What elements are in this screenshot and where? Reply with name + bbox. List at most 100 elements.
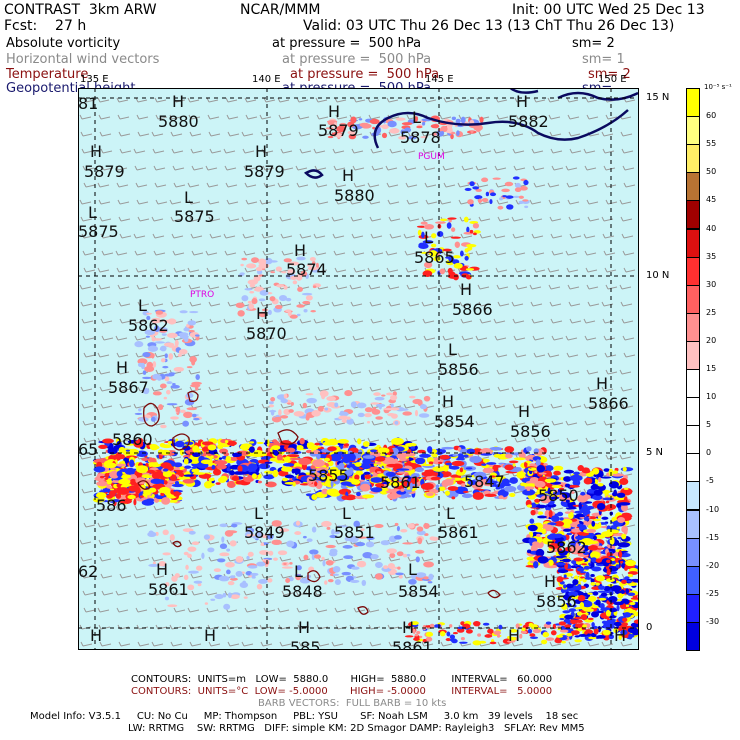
vorticity-cell — [310, 309, 316, 313]
vorticity-cell — [338, 415, 349, 420]
vorticity-cell — [595, 575, 606, 582]
wind-barb — [242, 403, 255, 409]
wind-barb — [406, 199, 419, 205]
vorticity-cell — [313, 554, 322, 559]
vorticity-cell — [193, 417, 200, 421]
vorticity-cell — [420, 251, 430, 254]
vorticity-cell — [582, 600, 593, 608]
vorticity-cell — [142, 370, 147, 375]
wind-barb — [475, 165, 488, 171]
vorticity-cell — [317, 470, 329, 474]
vorticity-cell — [462, 490, 469, 493]
wind-barb — [601, 641, 614, 647]
vorticity-cell — [512, 176, 520, 180]
vorticity-cell — [526, 488, 531, 491]
vorticity-cell — [442, 248, 452, 252]
vorticity-cell — [580, 538, 594, 546]
vorticity-cell — [187, 553, 192, 559]
vorticity-cell — [451, 638, 458, 644]
colorbar-segment — [686, 593, 700, 623]
vorticity-cell — [460, 116, 466, 124]
vorticity-cell — [428, 573, 434, 581]
vorticity-cell — [625, 559, 637, 567]
vorticity-cell — [133, 498, 137, 506]
vorticity-cell — [528, 468, 535, 471]
vorticity-cell — [332, 573, 340, 576]
wind-barb — [494, 250, 507, 256]
vorticity-cell — [509, 477, 519, 484]
vorticity-cell — [336, 451, 345, 456]
wind-barb — [512, 148, 525, 154]
wind-barb — [225, 182, 238, 188]
wind-barb — [208, 641, 221, 647]
wind-barb — [389, 318, 402, 324]
vorticity-cell — [119, 499, 132, 504]
vorticity-cell — [321, 488, 329, 495]
wind-barb — [583, 233, 596, 239]
wind-barb — [424, 352, 437, 358]
vorticity-cell — [116, 470, 123, 478]
wind-barb — [333, 505, 346, 511]
vorticity-cell — [252, 535, 260, 539]
wind-barb — [335, 114, 348, 120]
wind-barb — [188, 369, 201, 375]
wind-barb — [533, 267, 546, 273]
vorticity-cell — [201, 552, 205, 559]
vorticity-cell — [621, 550, 629, 553]
vorticity-cell — [321, 556, 325, 561]
wind-barb — [241, 641, 254, 647]
vorticity-cell — [389, 395, 398, 401]
vorticity-cell — [239, 445, 245, 449]
wind-barb — [477, 369, 490, 375]
wind-barb — [83, 352, 96, 358]
wind-barb — [532, 165, 545, 171]
vorticity-cell — [401, 122, 413, 126]
vorticity-cell — [564, 511, 571, 514]
vorticity-cell — [583, 608, 595, 612]
wind-barb — [101, 335, 114, 341]
wind-barb — [152, 573, 165, 579]
wind-barb — [512, 403, 525, 409]
vorticity-cell — [411, 473, 420, 478]
wind-barb — [461, 505, 474, 511]
vorticity-cell — [344, 390, 353, 397]
vorticity-cell — [258, 298, 266, 302]
vorticity-cell — [475, 188, 482, 192]
wind-barb — [205, 420, 218, 426]
vorticity-cell — [422, 240, 434, 244]
wind-barb — [119, 318, 132, 324]
vorticity-cell — [386, 490, 392, 494]
vorticity-cell — [472, 222, 480, 229]
wind-barb — [298, 216, 311, 222]
vorticity-cell — [277, 550, 288, 556]
wind-barb — [154, 522, 167, 528]
wind-barb — [80, 556, 93, 562]
vorticity-cell — [428, 461, 434, 465]
wind-barb — [98, 114, 111, 120]
vorticity-cell — [374, 523, 384, 528]
vorticity-cell — [575, 619, 583, 622]
wind-barb — [387, 199, 400, 205]
lat-label-10n: 10 N — [646, 270, 670, 281]
vorticity-cell — [477, 633, 482, 637]
vorticity-cell — [452, 255, 461, 259]
vorticity-cell — [477, 198, 483, 204]
wind-barb — [297, 199, 310, 205]
vorticity-cell — [429, 250, 438, 257]
lon-label-135e: 135 E — [80, 74, 109, 85]
wind-barb — [134, 505, 147, 511]
vorticity-cell — [286, 454, 300, 458]
wind-barb — [548, 454, 561, 460]
wind-barb — [151, 556, 164, 562]
vorticity-cell — [413, 116, 419, 122]
wind-barb — [476, 522, 489, 528]
wind-barb — [479, 233, 492, 239]
colorbar-tick-label: 20 — [706, 335, 717, 345]
vorticity-cell — [296, 565, 302, 571]
vorticity-cell — [425, 631, 434, 637]
wind-barb — [493, 233, 506, 239]
vorticity-cell — [353, 472, 364, 475]
height-value: 5878 — [400, 128, 441, 147]
vorticity-cell — [464, 248, 469, 253]
wind-barb — [243, 250, 256, 256]
